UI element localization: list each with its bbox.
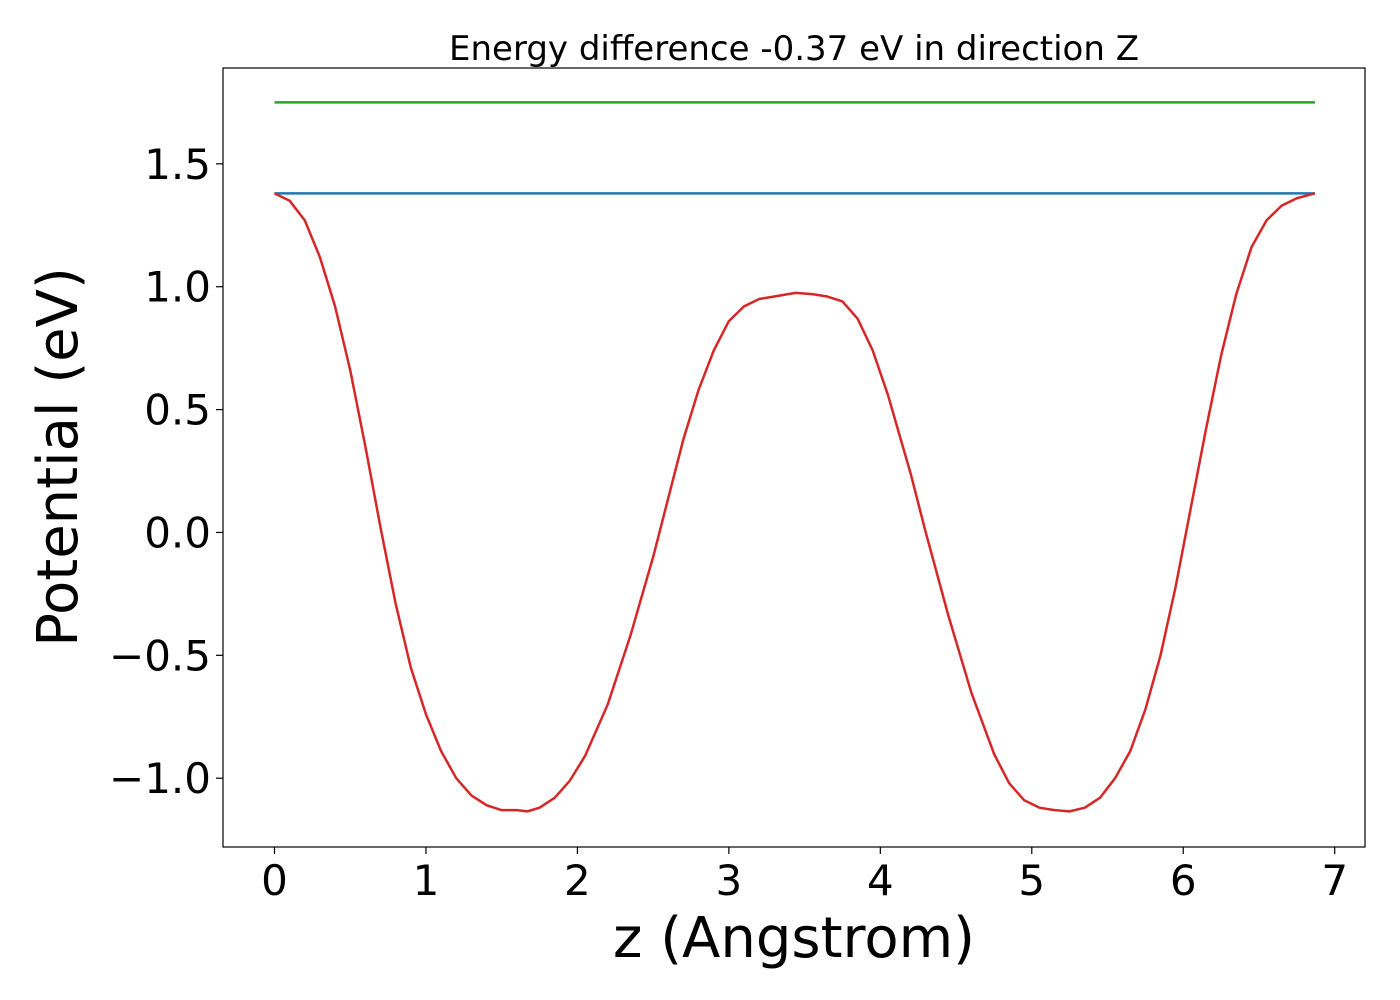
y-tick-label: 1.5 xyxy=(144,140,211,189)
plot-frame xyxy=(222,67,1366,848)
x-axis-ticks: 0 1 2 3 4 5 6 7 xyxy=(261,847,1348,905)
x-tick-label: 3 xyxy=(716,856,743,905)
x-tick-label: 6 xyxy=(1170,856,1197,905)
x-tick-label: 0 xyxy=(261,856,288,905)
x-axis-label: z (Angstrom) xyxy=(613,906,975,971)
y-tick-label: 1.0 xyxy=(144,263,211,312)
x-tick-label: 7 xyxy=(1321,856,1348,905)
x-tick-label: 4 xyxy=(867,856,894,905)
y-axis-ticks: −1.0 −0.5 0.0 0.5 1.0 1.5 xyxy=(109,140,223,803)
y-tick-label: 0.5 xyxy=(144,386,211,435)
series-line-3 xyxy=(273,192,1316,813)
y-tick-label: −0.5 xyxy=(109,631,211,680)
x-tick-label: 1 xyxy=(413,856,440,905)
chart-title: Energy difference -0.37 eV in direction … xyxy=(449,29,1139,69)
y-axis-label: Potential (eV) xyxy=(26,267,91,647)
y-tick-label: 0.0 xyxy=(144,508,211,557)
x-tick-label: 5 xyxy=(1018,856,1045,905)
x-tick-label: 2 xyxy=(564,856,591,905)
y-tick-label: −1.0 xyxy=(109,754,211,803)
series-layer xyxy=(273,101,1316,813)
